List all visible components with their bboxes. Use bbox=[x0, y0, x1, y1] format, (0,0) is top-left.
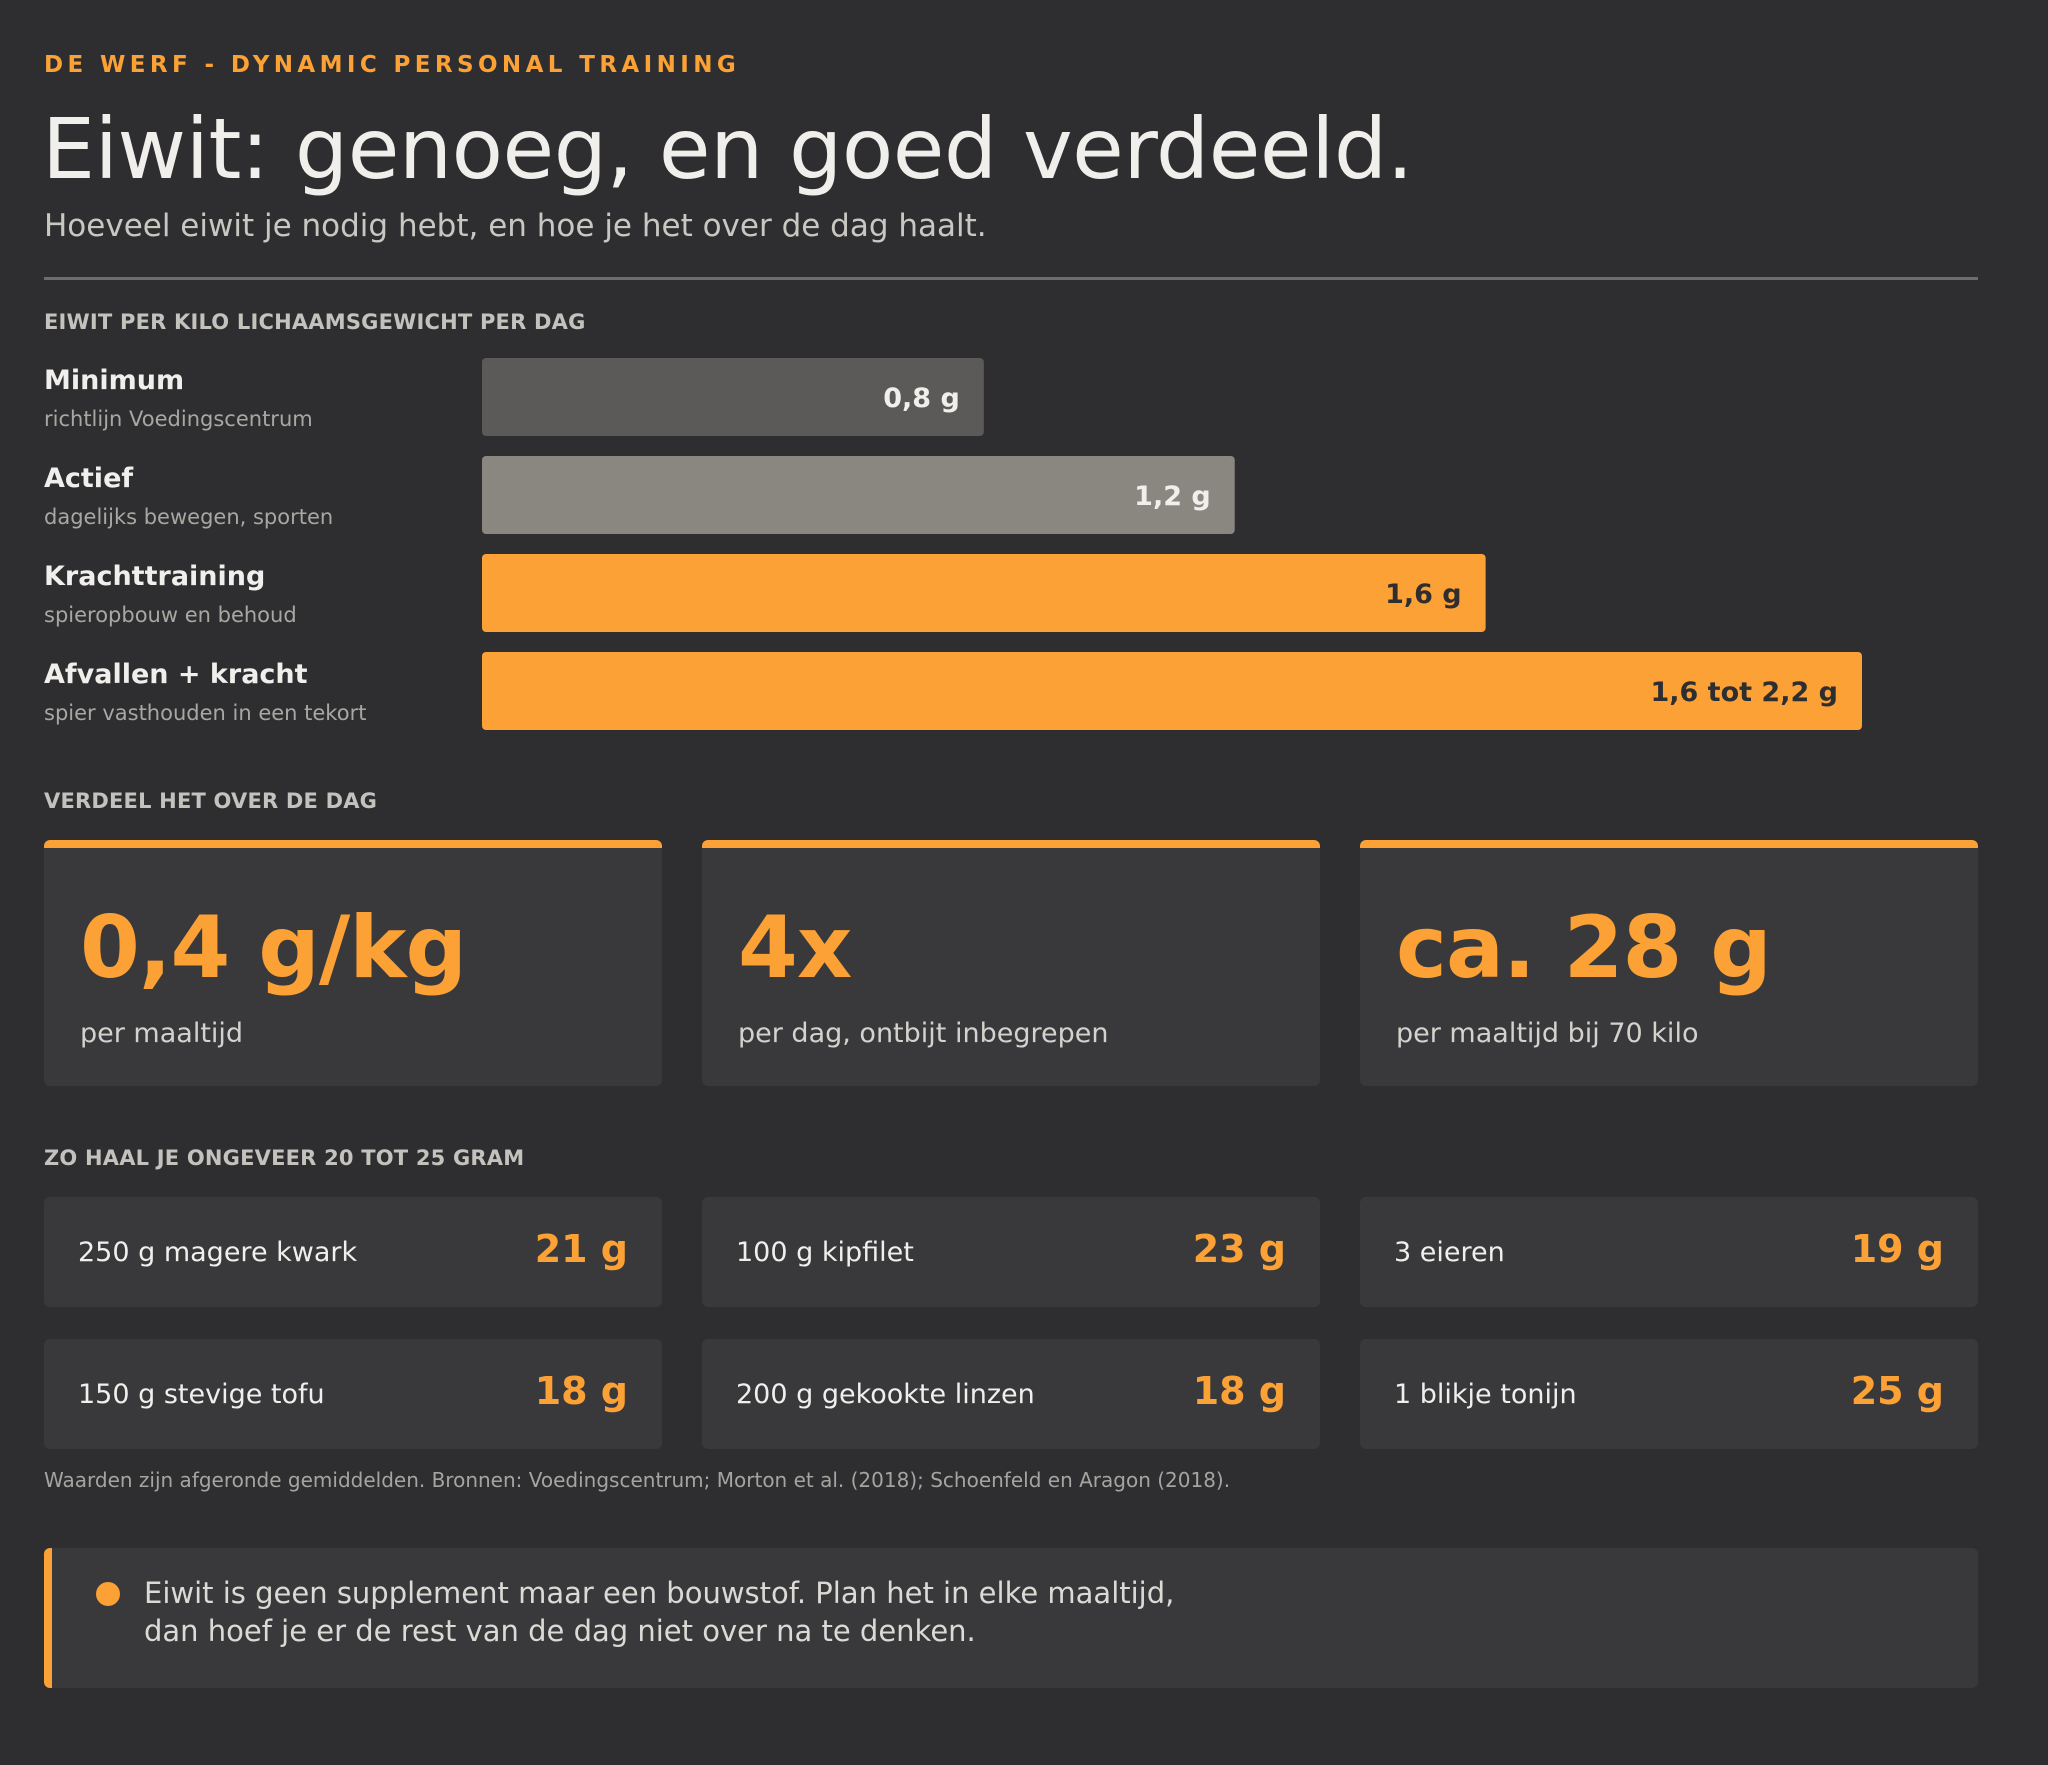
stat-value: ca. 28 g bbox=[1396, 898, 1772, 998]
food-grams: 18 g bbox=[534, 1369, 628, 1413]
section-label-verdeel: VERDEEL HET OVER DE DAG bbox=[44, 789, 378, 813]
food-card-kwark: 250 g magere kwark 21 g bbox=[44, 1197, 662, 1307]
stat-card-per-meal: 0,4 g/kg per maaltijd bbox=[44, 840, 662, 1086]
bar-value-label: 0,8 g bbox=[883, 383, 960, 414]
callout-line-1: Eiwit is geen supplement maar een bouwst… bbox=[144, 1576, 1175, 1610]
food-name: 3 eieren bbox=[1394, 1237, 1505, 1268]
bar bbox=[482, 358, 984, 436]
food-name: 150 g stevige tofu bbox=[78, 1379, 325, 1410]
page-subtitle: Hoeveel eiwit je nodig hebt, en hoe je h… bbox=[44, 208, 987, 244]
food-card-kipfilet: 100 g kipfilet 23 g bbox=[702, 1197, 1320, 1307]
stat-label: per maaltijd bbox=[80, 1018, 244, 1049]
stat-card-70-kilo: ca. 28 g per maaltijd bij 70 kilo bbox=[1360, 840, 1978, 1086]
callout-text: Eiwit is geen supplement maar een bouwst… bbox=[144, 1574, 1744, 1650]
section-label-per-kilo: EIWIT PER KILO LICHAAMSGEWICHT PER DAG bbox=[44, 310, 586, 334]
bar bbox=[482, 456, 1235, 534]
bar-value-label: 1,6 tot 2,2 g bbox=[1650, 677, 1838, 708]
stat-card-per-day: 4x per dag, ontbijt inbegrepen bbox=[702, 840, 1320, 1086]
food-card-tofu: 150 g stevige tofu 18 g bbox=[44, 1339, 662, 1449]
stat-value: 4x bbox=[738, 898, 852, 998]
stat-label: per maaltijd bij 70 kilo bbox=[1396, 1018, 1699, 1049]
food-name: 1 blikje tonijn bbox=[1394, 1379, 1577, 1410]
bar bbox=[482, 652, 1862, 730]
bar-category-description: richtlijn Voedingscentrum bbox=[44, 407, 313, 431]
food-card-eieren: 3 eieren 19 g bbox=[1360, 1197, 1978, 1307]
callout-line-2: dan hoef je er de rest van de dag niet o… bbox=[144, 1614, 976, 1648]
stat-label: per dag, ontbijt inbegrepen bbox=[738, 1018, 1109, 1049]
bar-value-label: 1,6 g bbox=[1385, 579, 1462, 610]
brand-label: DE WERF - DYNAMIC PERSONAL TRAINING bbox=[44, 52, 741, 78]
food-card-tonijn: 1 blikje tonijn 25 g bbox=[1360, 1339, 1978, 1449]
bar-category-label: Actief bbox=[44, 463, 133, 494]
bar-category-label: Krachttraining bbox=[44, 561, 265, 592]
food-name: 100 g kipfilet bbox=[736, 1237, 914, 1268]
food-name: 200 g gekookte linzen bbox=[736, 1379, 1035, 1410]
bar-category-label: Afvallen + kracht bbox=[44, 659, 308, 690]
divider bbox=[44, 277, 1978, 280]
bar bbox=[482, 554, 1486, 632]
food-grams: 18 g bbox=[1192, 1369, 1286, 1413]
bar-category-description: dagelijks bewegen, sporten bbox=[44, 505, 333, 529]
bar-value-label: 1,2 g bbox=[1134, 481, 1211, 512]
food-card-linzen: 200 g gekookte linzen 18 g bbox=[702, 1339, 1320, 1449]
bar-category-label: Minimum bbox=[44, 365, 184, 396]
food-grams: 21 g bbox=[534, 1227, 628, 1271]
food-grams: 25 g bbox=[1850, 1369, 1944, 1413]
stat-value: 0,4 g/kg bbox=[80, 898, 467, 998]
bar-category-description: spieropbouw en behoud bbox=[44, 603, 297, 627]
page-title: Eiwit: genoeg, en goed verdeeld. bbox=[42, 100, 1413, 198]
food-grams: 23 g bbox=[1192, 1227, 1286, 1271]
food-grams: 19 g bbox=[1850, 1227, 1944, 1271]
section-label-zo-haal: ZO HAAL JE ONGEVEER 20 TOT 25 GRAM bbox=[44, 1146, 525, 1170]
sources-footnote: Waarden zijn afgeronde gemiddelden. Bron… bbox=[44, 1468, 1231, 1492]
callout-box: Eiwit is geen supplement maar een bouwst… bbox=[44, 1548, 1978, 1688]
bullet-dot-icon bbox=[96, 1582, 120, 1606]
food-name: 250 g magere kwark bbox=[78, 1237, 358, 1268]
bar-category-description: spier vasthouden in een tekort bbox=[44, 701, 366, 725]
